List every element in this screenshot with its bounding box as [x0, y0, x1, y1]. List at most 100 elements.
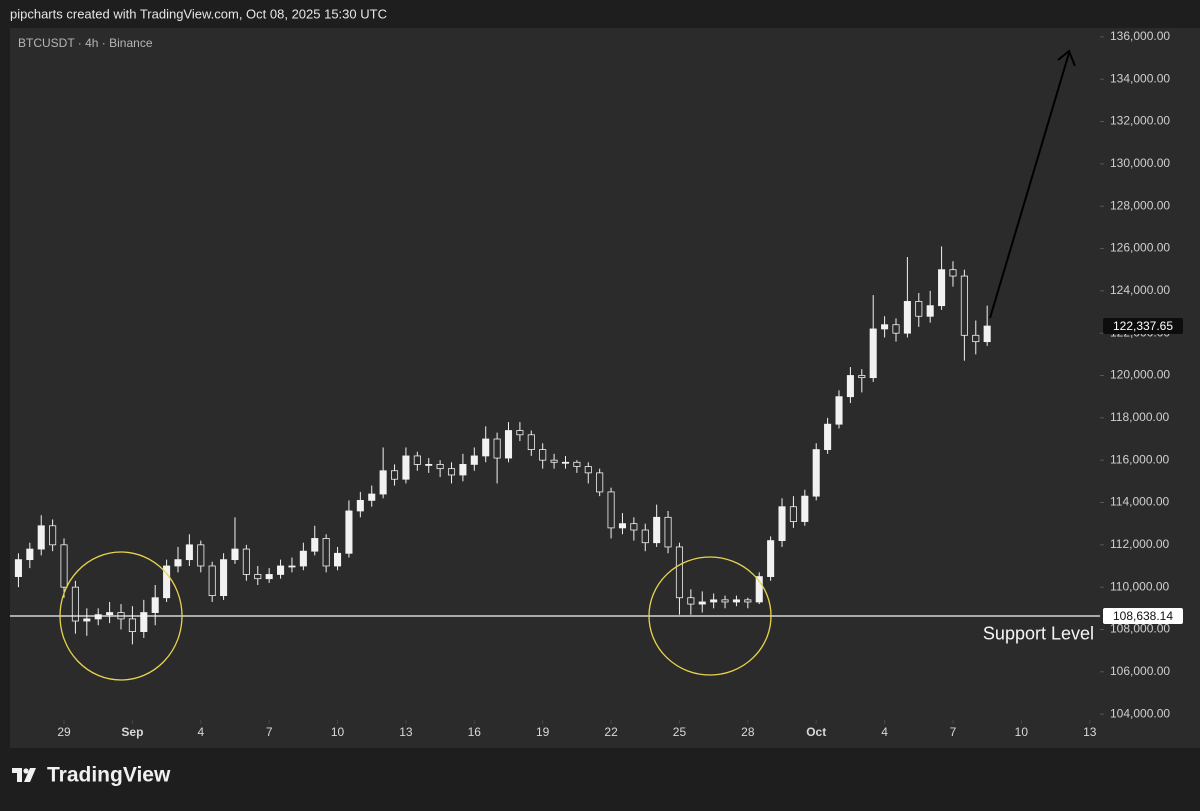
support-name: Support Level: [983, 624, 1094, 644]
candle-body: [60, 544, 68, 588]
candle-body: [527, 434, 535, 450]
candle-body: [710, 599, 718, 603]
x-tick-label: 13: [1083, 725, 1097, 739]
candle-body: [379, 470, 387, 495]
candle-body: [881, 324, 889, 330]
candle-body: [539, 449, 547, 461]
candle-body: [915, 301, 923, 317]
y-tick-label: 130,000.00: [1110, 156, 1170, 170]
candle-body: [983, 325, 991, 343]
x-tick-label: 25: [673, 725, 687, 739]
candle-body: [675, 546, 683, 599]
candle-body: [903, 301, 911, 334]
candle-body: [892, 324, 900, 334]
credit: pipcharts created with TradingView.com, …: [10, 6, 387, 21]
candle-body: [37, 525, 45, 550]
candle-body: [345, 510, 353, 554]
candle-body: [516, 430, 524, 436]
candle-body: [653, 516, 661, 544]
candle-body: [960, 275, 968, 336]
candle-body: [368, 493, 376, 501]
candle-body: [299, 550, 307, 567]
candle-body: [71, 586, 79, 622]
y-tick-label: 106,000.00: [1110, 664, 1170, 678]
candle-body: [550, 459, 558, 463]
candle-body: [778, 506, 786, 541]
x-tick-label: 22: [604, 725, 618, 739]
candle-body: [151, 597, 159, 613]
candle-body: [447, 468, 456, 476]
candle-body: [596, 472, 604, 493]
candle-body: [744, 599, 752, 603]
candle-body: [265, 574, 273, 580]
candle-body: [425, 464, 433, 466]
candle-body: [140, 612, 148, 632]
candle-body: [208, 565, 216, 597]
candle-body: [26, 548, 34, 561]
candle-body: [493, 438, 501, 459]
x-tick-label: 13: [399, 725, 413, 739]
candle-body: [698, 601, 706, 605]
candle-body: [926, 305, 934, 317]
candle-body: [630, 523, 638, 531]
candle-body: [812, 449, 820, 497]
candle-body: [755, 576, 763, 603]
x-tick-label: 19: [536, 725, 550, 739]
x-tick-label: Oct: [806, 725, 826, 739]
candle-body: [242, 548, 250, 575]
support-price-box: [1103, 607, 1183, 624]
candle-body: [322, 538, 330, 567]
candle-body: [128, 618, 136, 632]
x-tick-label: 28: [741, 725, 755, 739]
symbol-title: BTCUSDT · 4h · Binance: [18, 36, 153, 50]
candle-body: [49, 525, 57, 546]
brand-name: TradingView: [47, 764, 171, 787]
x-tick-label: 7: [950, 725, 957, 739]
candle-body: [470, 455, 478, 465]
x-tick-label: 10: [331, 725, 345, 739]
x-tick-label: Sep: [121, 725, 143, 739]
candle-body: [938, 269, 946, 307]
y-tick-label: 112,000.00: [1110, 537, 1169, 551]
candle-body: [163, 565, 171, 599]
candle-body: [687, 597, 695, 605]
candle-body: [334, 552, 342, 567]
candle-body: [277, 565, 285, 575]
candle-body: [220, 559, 228, 597]
last-price-label: 122,337.65: [1113, 319, 1173, 333]
y-tick-label: 104,000.00: [1110, 706, 1170, 720]
arrow-head: [1057, 49, 1076, 67]
candle-body: [504, 430, 513, 459]
y-tick-label: 132,000.00: [1110, 114, 1170, 128]
candle-body: [641, 529, 649, 544]
candle-body: [106, 612, 114, 616]
candle-body: [573, 461, 581, 467]
candle-body: [835, 396, 843, 425]
x-tick-label: 16: [468, 725, 482, 739]
candle-body: [824, 423, 832, 450]
x-tick-label: 10: [1015, 725, 1029, 739]
candle-body: [402, 455, 410, 480]
x-tick-label: 4: [197, 725, 204, 739]
last-price-box: [1103, 318, 1183, 335]
candle-body: [949, 269, 957, 277]
chart-panel: [10, 28, 1200, 748]
highlight-circle: [648, 556, 772, 676]
candle-body: [721, 599, 729, 603]
candle-body: [390, 470, 399, 480]
candle-body: [846, 375, 854, 398]
projection-arrow: [989, 52, 1070, 319]
candle-body: [413, 455, 421, 465]
brand-logo: [12, 768, 36, 782]
y-tick-label: 116,000.00: [1110, 452, 1169, 466]
candle-body: [356, 499, 364, 512]
candle-body: [801, 495, 809, 522]
candle-body: [231, 548, 239, 561]
y-tick-label: 120,000.00: [1110, 368, 1170, 382]
y-tick-label: 128,000.00: [1110, 198, 1170, 212]
y-tick-label: 108,000.00: [1110, 622, 1170, 636]
x-tick-label: 29: [57, 725, 71, 739]
candle-body: [618, 523, 627, 529]
candle-body: [94, 614, 102, 620]
